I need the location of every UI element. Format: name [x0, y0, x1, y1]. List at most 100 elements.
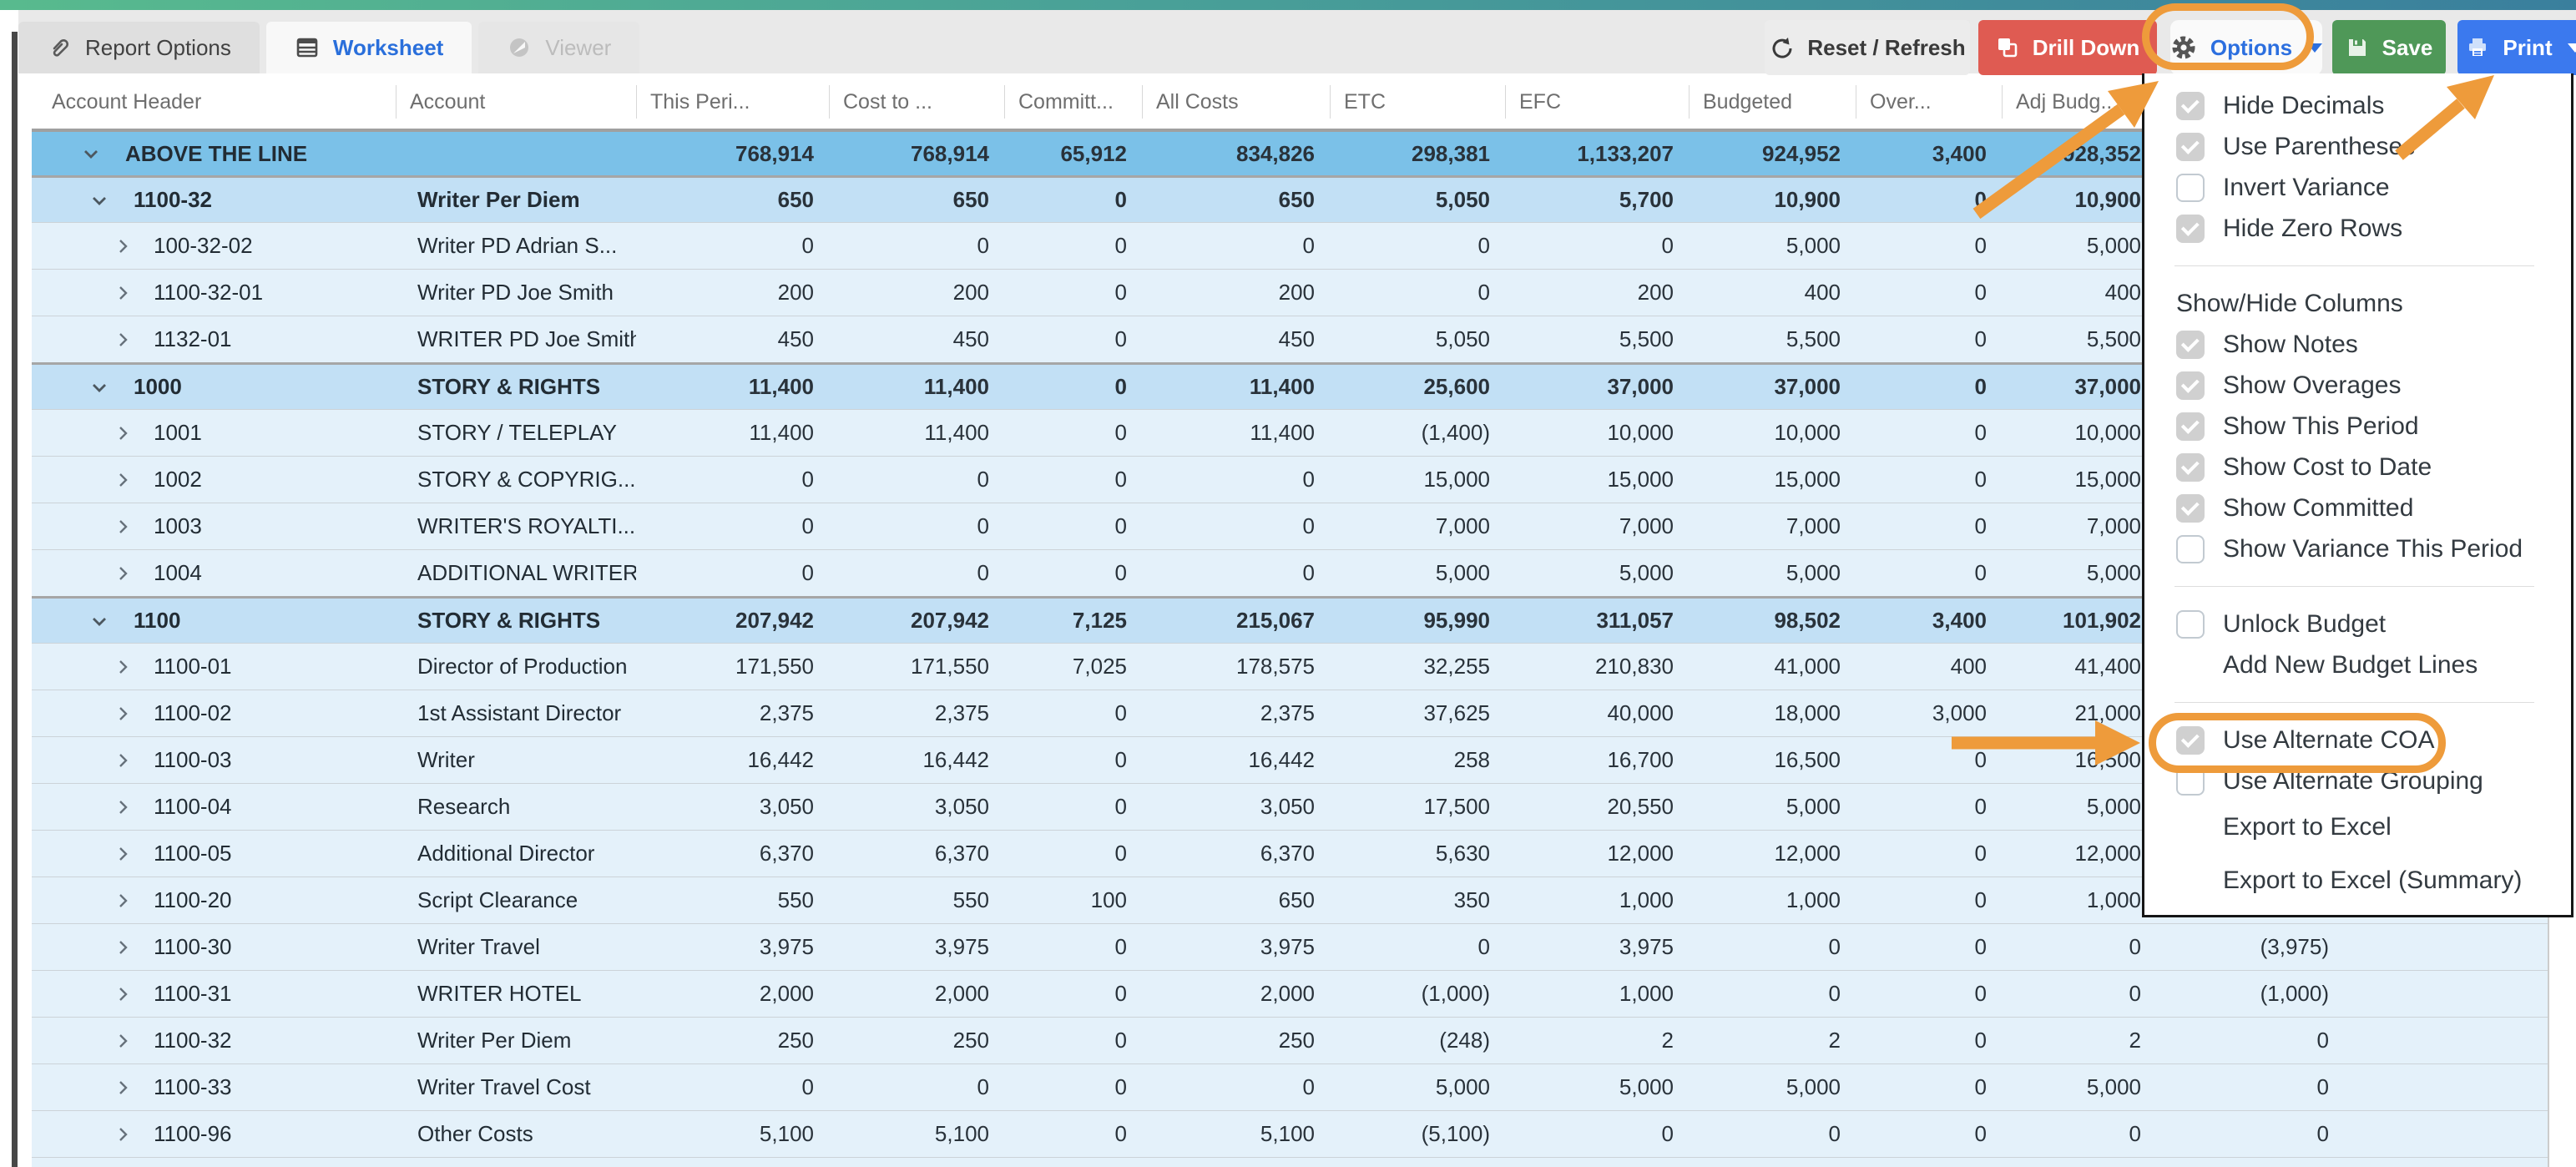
- menu-item-show-notes[interactable]: Show Notes: [2144, 324, 2571, 365]
- column-header[interactable]: EFC: [1505, 85, 1689, 119]
- menu-item-export-to-excel-summary[interactable]: Export to Excel (Summary): [2223, 866, 2523, 894]
- menu-item-show-committed[interactable]: Show Committed: [2144, 488, 2571, 528]
- tab-report-options[interactable]: Report Options: [18, 22, 260, 73]
- checkbox-checked-icon[interactable]: [2176, 330, 2205, 359]
- checkbox-unchecked-icon[interactable]: [2176, 534, 2205, 563]
- checkbox-checked-icon[interactable]: [2176, 132, 2205, 161]
- table-row[interactable]: 1100-05 Additional Director 6,370 6,370 0 6…: [32, 830, 2548, 877]
- tab-worksheet[interactable]: Worksheet: [265, 22, 472, 73]
- table-row[interactable]: 1100-01 Director of Production 171,550 17…: [32, 643, 2548, 690]
- table-row[interactable]: 1100-32 Writer Per Diem 650 650 0 650 5,050 5…: [32, 175, 2548, 222]
- drill-down-button[interactable]: Drill Down: [1978, 20, 2157, 75]
- menu-item-hide-decimals[interactable]: Hide Decimals: [2144, 85, 2571, 126]
- column-header[interactable]: ETC: [1330, 85, 1505, 119]
- menu-item-show-variance-this-period[interactable]: Show Variance This Period: [2144, 528, 2571, 569]
- table-row[interactable]: 1100-30 Writer Travel 3,975 3,975 0 3,975 0 3…: [32, 923, 2548, 970]
- expand-chevron-icon[interactable]: [114, 892, 132, 910]
- menu-item-invert-variance[interactable]: Invert Variance: [2144, 167, 2571, 208]
- expand-chevron-icon[interactable]: [114, 564, 132, 583]
- menu-item-use-alternate-coa[interactable]: Use Alternate COA: [2144, 720, 2571, 760]
- table-row[interactable]: 1001 STORY / TELEPLAY 11,400 11,400 0 11,40…: [32, 409, 2548, 456]
- column-header[interactable]: Over...: [1856, 85, 2002, 119]
- expand-chevron-icon[interactable]: [114, 518, 132, 536]
- column-header[interactable]: Adj Budg...: [2002, 85, 2156, 119]
- column-header[interactable]: Account: [396, 85, 636, 119]
- checkbox-checked-icon[interactable]: [2176, 214, 2205, 243]
- table-row[interactable]: 1004 ADDITIONAL WRITER 0 0 0 0 5,000 5,000 5,0…: [32, 549, 2548, 596]
- value-cell: 450: [952, 326, 989, 351]
- checkbox-checked-icon[interactable]: [2176, 493, 2205, 523]
- expand-chevron-icon[interactable]: [114, 938, 132, 957]
- menu-item-add-new-budget-lines[interactable]: Add New Budget Lines: [2223, 650, 2478, 679]
- expand-chevron-icon[interactable]: [114, 1079, 132, 1097]
- table-row[interactable]: 100-32-02 Writer PD Adrian S... 0 0 0 0 0 0 5,…: [32, 222, 2548, 269]
- table-row[interactable]: 1003 WRITER'S ROYALTI... 0 0 0 0 7,000 7,000 7…: [32, 503, 2548, 549]
- expand-chevron-icon[interactable]: [114, 1125, 132, 1144]
- checkbox-checked-icon[interactable]: [2176, 452, 2205, 482]
- menu-item-use-parentheses[interactable]: Use Parentheses: [2144, 126, 2571, 167]
- expand-chevron-icon[interactable]: [114, 845, 132, 863]
- table-row[interactable]: 1100 STORY & RIGHTS 207,942 207,942 7,125 2…: [32, 596, 2548, 643]
- account-name: WRITER PD Joe Smith: [417, 326, 636, 351]
- table-row[interactable]: ABOVE THE LINE 768,914 768,914 65,912 834,8…: [32, 129, 2548, 175]
- table-row[interactable]: 1100-96 Other Costs 5,100 5,100 0 5,100 (5,1…: [32, 1110, 2548, 1157]
- checkbox-unchecked-icon[interactable]: [2176, 766, 2205, 796]
- expand-chevron-icon[interactable]: [114, 751, 132, 770]
- expand-chevron-icon[interactable]: [114, 705, 132, 723]
- menu-item-label: Invert Variance: [2223, 173, 2390, 201]
- table-row[interactable]: 1100-20 Script Clearance 550 550 100 650 350…: [32, 877, 2548, 923]
- print-button[interactable]: Print: [2457, 20, 2576, 75]
- menu-item-unlock-budget[interactable]: Unlock Budget: [2144, 604, 2571, 644]
- expand-chevron-icon[interactable]: [114, 658, 132, 676]
- table-row[interactable]: 1100-32 Writer Per Diem 250 250 0 250 (248) 2…: [32, 1017, 2548, 1063]
- table-row[interactable]: 1100-04 Research 3,050 3,050 0 3,050 17,500 2…: [32, 783, 2548, 830]
- value-cell: 0: [1974, 233, 1987, 258]
- expand-chevron-icon[interactable]: [114, 331, 132, 349]
- reset-refresh-button[interactable]: Reset / Refresh: [1765, 20, 1970, 75]
- expand-chevron-icon[interactable]: [90, 612, 109, 630]
- value-cell: 3,975: [934, 934, 989, 959]
- column-header[interactable]: Budgeted: [1689, 85, 1856, 119]
- expand-chevron-icon[interactable]: [114, 237, 132, 255]
- menu-item-show-overages[interactable]: Show Overages: [2144, 365, 2571, 406]
- options-button[interactable]: Options: [2170, 20, 2323, 75]
- menu-item-show-this-period[interactable]: Show This Period: [2144, 406, 2571, 447]
- account-name: Additional Director: [417, 841, 595, 866]
- table-row[interactable]: 1100-33 Writer Travel Cost 0 0 0 0 5,000 5,00…: [32, 1063, 2548, 1110]
- column-header[interactable]: This Peri...: [636, 85, 829, 119]
- checkbox-unchecked-icon[interactable]: [2176, 609, 2205, 639]
- tab-viewer[interactable]: Viewer: [478, 22, 640, 73]
- save-button[interactable]: Save: [2332, 20, 2446, 75]
- expand-chevron-icon[interactable]: [114, 985, 132, 1003]
- table-row[interactable]: 1100-31 WRITER HOTEL 2,000 2,000 0 2,000 (1,…: [32, 970, 2548, 1017]
- column-header[interactable]: All Costs: [1142, 85, 1330, 119]
- menu-item-hide-zero-rows[interactable]: Hide Zero Rows: [2144, 208, 2571, 249]
- expand-chevron-icon[interactable]: [114, 471, 132, 489]
- column-header[interactable]: Account Header: [52, 89, 202, 114]
- expand-chevron-icon[interactable]: [114, 424, 132, 442]
- expand-chevron-icon[interactable]: [114, 1032, 132, 1050]
- expand-chevron-icon[interactable]: [82, 144, 100, 163]
- menu-item-show-cost-to-date[interactable]: Show Cost to Date: [2144, 447, 2571, 488]
- value-cell: 2,375: [759, 700, 814, 725]
- expand-chevron-icon[interactable]: [90, 191, 109, 210]
- table-row[interactable]: 1100-32-01 Writer PD Joe Smith 200 200 0 20…: [32, 269, 2548, 316]
- expand-chevron-icon[interactable]: [114, 798, 132, 816]
- value-cell: (5,100): [1421, 1121, 1490, 1146]
- checkbox-checked-icon[interactable]: [2176, 412, 2205, 441]
- expand-chevron-icon[interactable]: [114, 284, 132, 302]
- column-header[interactable]: Committ...: [1004, 85, 1142, 119]
- table-row[interactable]: 1000 STORY & RIGHTS 11,400 11,400 0 11,400 2…: [32, 362, 2548, 409]
- value-cell: 10,900: [2074, 187, 2141, 212]
- table-row[interactable]: 1132-01 WRITER PD Joe Smith 450 450 0 450 5,…: [32, 316, 2548, 362]
- account-header-cell: 1100-32: [32, 1028, 396, 1053]
- menu-item-use-alternate-grouping[interactable]: Use Alternate Grouping: [2144, 760, 2571, 801]
- table-row[interactable]: 1002 STORY & COPYRIG... 0 0 0 0 15,000 15,000…: [32, 456, 2548, 503]
- expand-chevron-icon[interactable]: [90, 378, 109, 397]
- checkbox-checked-icon[interactable]: [2176, 371, 2205, 400]
- checkbox-unchecked-icon[interactable]: [2176, 173, 2205, 202]
- checkbox-checked-icon[interactable]: [2176, 91, 2205, 120]
- checkbox-checked-icon[interactable]: [2176, 725, 2205, 755]
- column-header[interactable]: Cost to ...: [829, 85, 1004, 119]
- menu-item-export-to-excel[interactable]: Export to Excel: [2223, 813, 2392, 841]
